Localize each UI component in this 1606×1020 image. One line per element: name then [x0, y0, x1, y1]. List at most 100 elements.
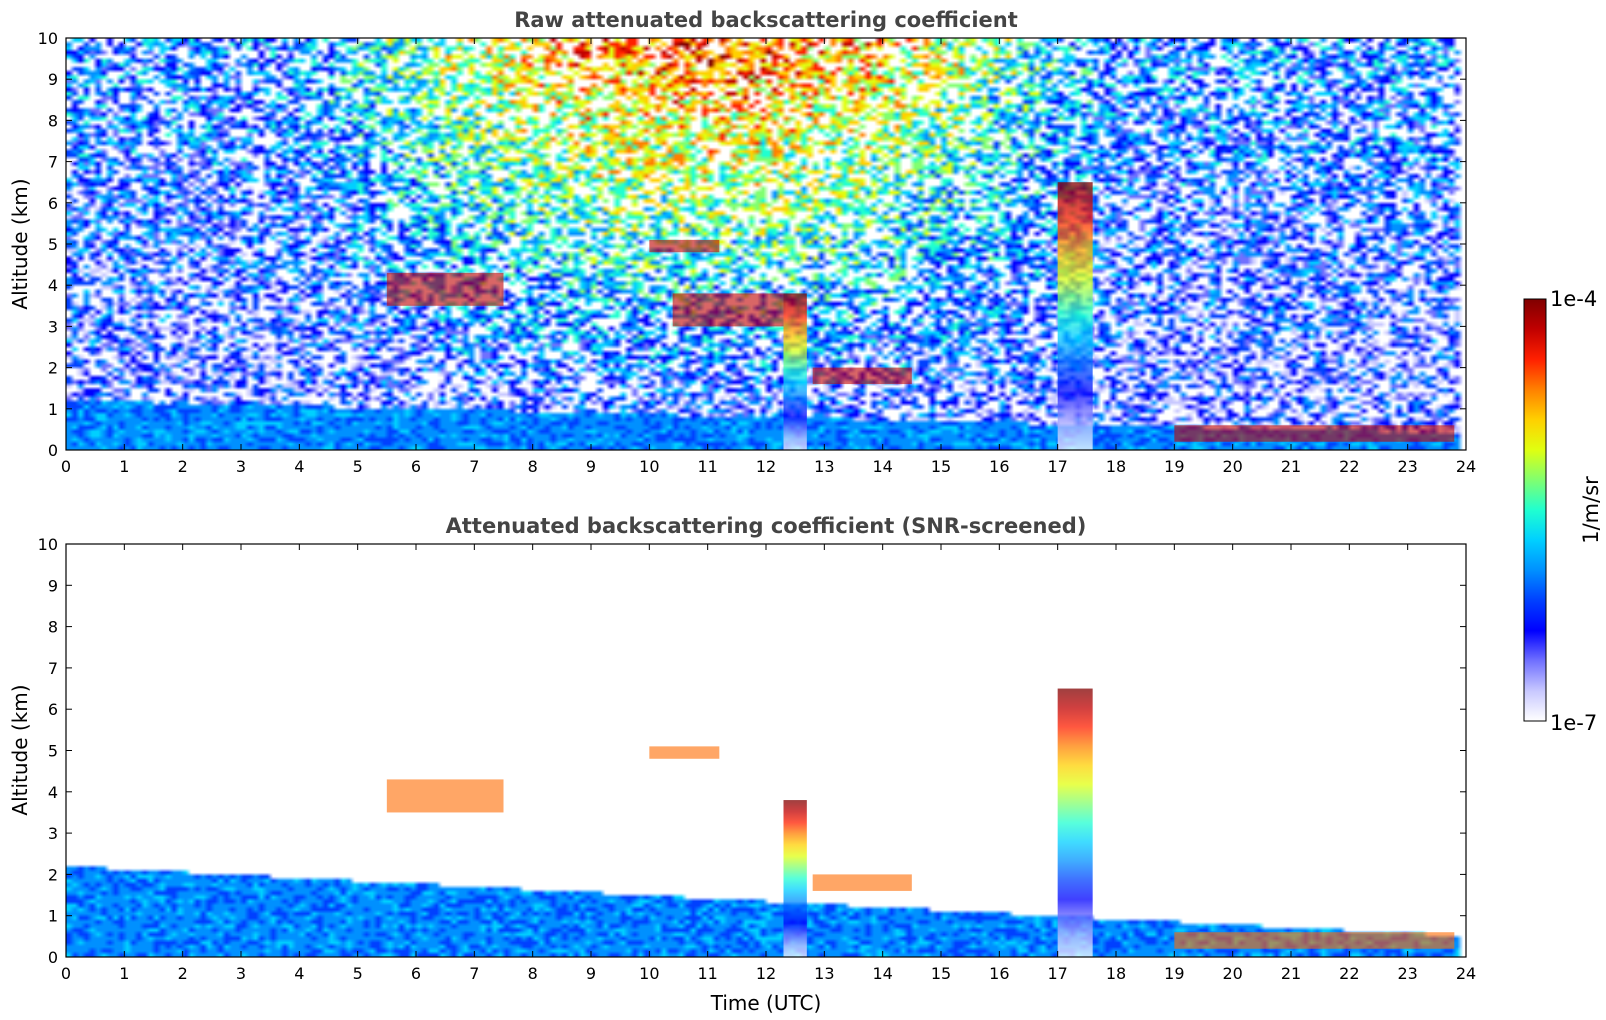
cloud-layer: [649, 746, 720, 759]
cloud-layer: [386, 779, 504, 813]
raw-y-axis-label: Altitude (km): [8, 178, 32, 309]
y-tick-label: 0: [48, 441, 58, 460]
x-tick-label: 3: [236, 964, 246, 983]
x-axis-label: Time (UTC): [710, 991, 822, 1015]
cloud-layer: [386, 272, 504, 306]
y-tick-label: 8: [48, 111, 58, 130]
y-tick-label: 10: [38, 29, 58, 48]
x-tick-label: 5: [353, 964, 363, 983]
x-tick-label: 9: [586, 964, 596, 983]
raw-heatmap-area: [66, 38, 1466, 450]
x-tick-label: 10: [639, 457, 659, 476]
x-tick-label: 14: [872, 457, 892, 476]
y-tick-label: 8: [48, 618, 58, 637]
raw-x-axis: 0 1 2 3 4 5 6 7 8 9 10 11 12 13 14 15 16 17 18 19 20 21 22 23 24: [61, 38, 1476, 476]
cloud-layer: [1174, 425, 1455, 442]
x-tick-label: 6: [411, 964, 421, 983]
colorbar-min-label: 1e-7: [1550, 711, 1597, 735]
x-tick-label: 4: [294, 964, 304, 983]
x-tick-label: 13: [814, 964, 834, 983]
y-tick-label: 1: [48, 400, 58, 419]
x-tick-label: 7: [469, 964, 479, 983]
x-tick-label: 24: [1456, 964, 1476, 983]
cloud-layer: [649, 239, 720, 253]
x-tick-label: 8: [528, 964, 538, 983]
snr-heatmap-area: [66, 544, 1466, 957]
x-tick-label: 0: [61, 964, 71, 983]
colorbar: 1e-4 1e-7 1/m/sr: [1523, 287, 1603, 735]
x-tick-label: 22: [1339, 964, 1359, 983]
x-tick-label: 23: [1397, 457, 1417, 476]
x-tick-label: 21: [1281, 964, 1301, 983]
x-tick-label: 24: [1456, 457, 1476, 476]
cloud-layer: [672, 293, 784, 327]
precipitation-streak: [783, 800, 807, 957]
x-tick-label: 16: [989, 964, 1009, 983]
x-tick-label: 14: [872, 964, 892, 983]
y-tick-label: 3: [48, 317, 58, 336]
y-tick-label: 7: [48, 659, 58, 678]
y-tick-label: 7: [48, 153, 58, 172]
x-tick-label: 20: [1222, 457, 1242, 476]
snr-panel-title: Attenuated backscattering coefficient (S…: [446, 514, 1087, 538]
y-tick-label: 5: [48, 742, 58, 761]
precipitation-streak: [1057, 182, 1093, 450]
x-tick-label: 11: [697, 964, 717, 983]
y-tick-label: 10: [38, 535, 58, 554]
x-tick-label: 12: [756, 964, 776, 983]
x-tick-label: 17: [1047, 964, 1067, 983]
x-tick-label: 12: [756, 457, 776, 476]
cloud-layer: [812, 367, 912, 385]
raw-panel-title: Raw attenuated backscattering coefficien…: [514, 8, 1018, 32]
y-tick-label: 1: [48, 907, 58, 926]
x-tick-label: 2: [178, 964, 188, 983]
y-tick-label: 0: [48, 948, 58, 967]
x-tick-label: 1: [119, 457, 129, 476]
x-tick-label: 11: [697, 457, 717, 476]
x-tick-label: 22: [1339, 457, 1359, 476]
precipitation-streak: [1057, 688, 1093, 957]
x-tick-label: 20: [1222, 964, 1242, 983]
x-tick-label: 18: [1106, 457, 1126, 476]
x-tick-label: 2: [178, 457, 188, 476]
x-tick-label: 13: [814, 457, 834, 476]
cloud-layer: [812, 874, 912, 891]
y-tick-label: 4: [48, 783, 58, 802]
cloud-layer: [1174, 932, 1455, 949]
x-tick-label: 5: [353, 457, 363, 476]
x-tick-label: 0: [61, 457, 71, 476]
x-tick-label: 7: [469, 457, 479, 476]
raw-y-axis: 0 1 2 3 4 5 6 7 8 9 10: [38, 29, 1466, 460]
raw-backscatter-panel: Raw attenuated backscattering coefficien…: [8, 8, 1476, 476]
x-tick-label: 18: [1106, 964, 1126, 983]
x-tick-label: 8: [528, 457, 538, 476]
x-tick-label: 3: [236, 457, 246, 476]
x-tick-label: 1: [119, 964, 129, 983]
snr-y-axis-label: Altitude (km): [8, 684, 32, 815]
x-tick-label: 15: [931, 457, 951, 476]
y-tick-label: 9: [48, 70, 58, 89]
y-tick-label: 6: [48, 700, 58, 719]
y-tick-label: 5: [48, 235, 58, 254]
x-tick-label: 6: [411, 457, 421, 476]
x-tick-label: 9: [586, 457, 596, 476]
snr-y-axis: 0 1 2 3 4 5 6 7 8 9 10: [38, 535, 1466, 967]
x-tick-label: 19: [1164, 457, 1184, 476]
y-tick-label: 3: [48, 824, 58, 843]
colorbar-unit-label: 1/m/sr: [1579, 476, 1603, 544]
x-tick-label: 19: [1164, 964, 1184, 983]
x-tick-label: 4: [294, 457, 304, 476]
y-tick-label: 9: [48, 576, 58, 595]
colorbar-bar: [1523, 298, 1547, 722]
snr-x-axis: 0 1 2 3 4 5 6 7 8 9 10 11 12 13 14 15 16 17 18 19 20 21 22 23 24: [61, 544, 1476, 983]
x-tick-label: 10: [639, 964, 659, 983]
x-tick-label: 15: [931, 964, 951, 983]
x-tick-label: 23: [1397, 964, 1417, 983]
y-tick-label: 4: [48, 276, 58, 295]
raw-heatmap-raster: [66, 38, 1466, 450]
x-tick-label: 17: [1047, 457, 1067, 476]
y-tick-label: 2: [48, 359, 58, 378]
snr-heatmap-raster: [66, 544, 1466, 957]
snr-screened-panel: Attenuated backscattering coefficient (S…: [8, 514, 1476, 1015]
